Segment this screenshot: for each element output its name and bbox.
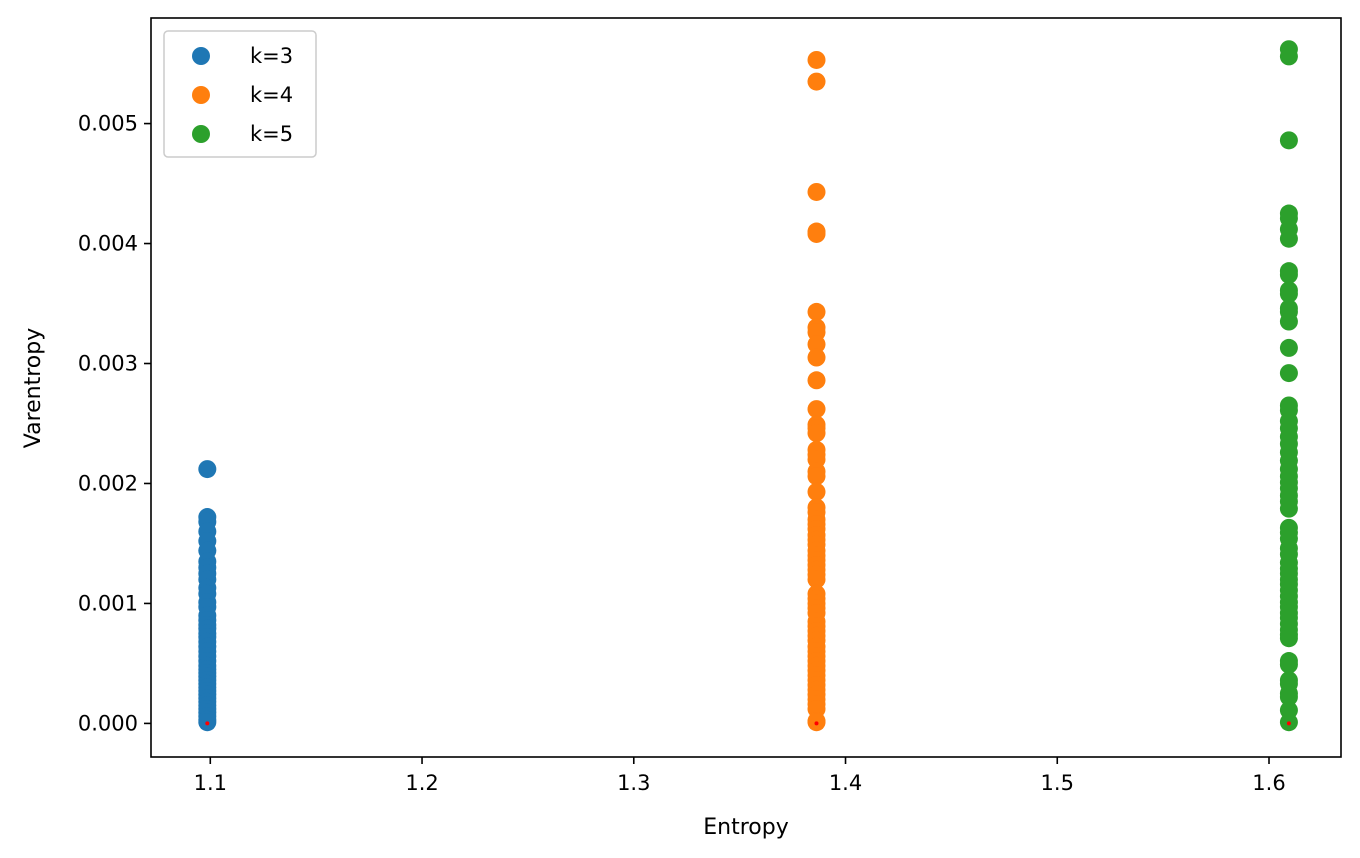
data-point: [1279, 364, 1298, 383]
data-point: [807, 424, 826, 443]
y-tick-label: 0.000: [78, 711, 138, 735]
data-point: [807, 371, 826, 390]
data-point: [1279, 688, 1298, 707]
data-point: [807, 302, 826, 321]
data-point: [1279, 499, 1298, 518]
series-3: [198, 460, 217, 732]
data-point: [1279, 47, 1298, 66]
data-point: [807, 50, 826, 69]
data-point: [807, 72, 826, 91]
data-point: [1279, 312, 1298, 331]
legend-marker-k3: [192, 47, 210, 65]
data-point: [807, 182, 826, 201]
y-tick-label: 0.002: [78, 471, 138, 495]
y-tick-label: 0.004: [78, 232, 138, 256]
data-point: [807, 335, 826, 354]
data-point: [1279, 131, 1298, 150]
data-point: [807, 570, 826, 589]
legend-label-k3: k=3: [250, 44, 293, 68]
x-axis: 1.1 1.2 1.3 1.4 1.5 1.6: [194, 757, 1286, 795]
x-axis-label: Entropy: [703, 815, 788, 840]
data-point: [1279, 265, 1298, 284]
plot-area: [150, 17, 1342, 758]
legend-label-k4: k=4: [250, 83, 293, 107]
data-point: [807, 467, 826, 486]
data-point: [807, 348, 826, 367]
x-tick-label: 1.5: [1041, 771, 1074, 795]
data-point: [807, 400, 826, 419]
x-tick-label: 1.2: [405, 771, 438, 795]
data-point: [198, 460, 217, 479]
y-tick-label: 0.005: [78, 112, 138, 136]
series-4: [807, 50, 826, 732]
series-5: [1279, 40, 1298, 732]
marker-point: [814, 721, 819, 726]
data-point: [1279, 284, 1298, 303]
data-point: [1279, 629, 1298, 648]
legend-marker-k4: [192, 86, 210, 104]
y-axis: 0.000 0.001 0.002 0.003 0.004 0.005: [78, 112, 151, 735]
data-points: [198, 40, 1298, 732]
x-tick-label: 1.3: [617, 771, 650, 795]
data-point: [1279, 229, 1298, 248]
data-point: [1279, 655, 1298, 674]
legend: k=3 k=4 k=5: [163, 30, 317, 158]
x-tick-label: 1.4: [829, 771, 862, 795]
y-tick-label: 0.001: [78, 591, 138, 615]
data-point: [807, 224, 826, 243]
data-point: [807, 482, 826, 501]
y-tick-label: 0.003: [78, 352, 138, 376]
y-axis-label: Varentropy: [21, 328, 46, 449]
legend-marker-k5: [192, 125, 210, 143]
legend-label-k5: k=5: [250, 122, 293, 146]
x-tick-label: 1.1: [194, 771, 227, 795]
marker-point: [205, 721, 210, 726]
legend-frame: [163, 30, 317, 158]
marker-point: [1286, 721, 1291, 726]
x-tick-label: 1.6: [1252, 771, 1285, 795]
data-point: [1279, 338, 1298, 357]
